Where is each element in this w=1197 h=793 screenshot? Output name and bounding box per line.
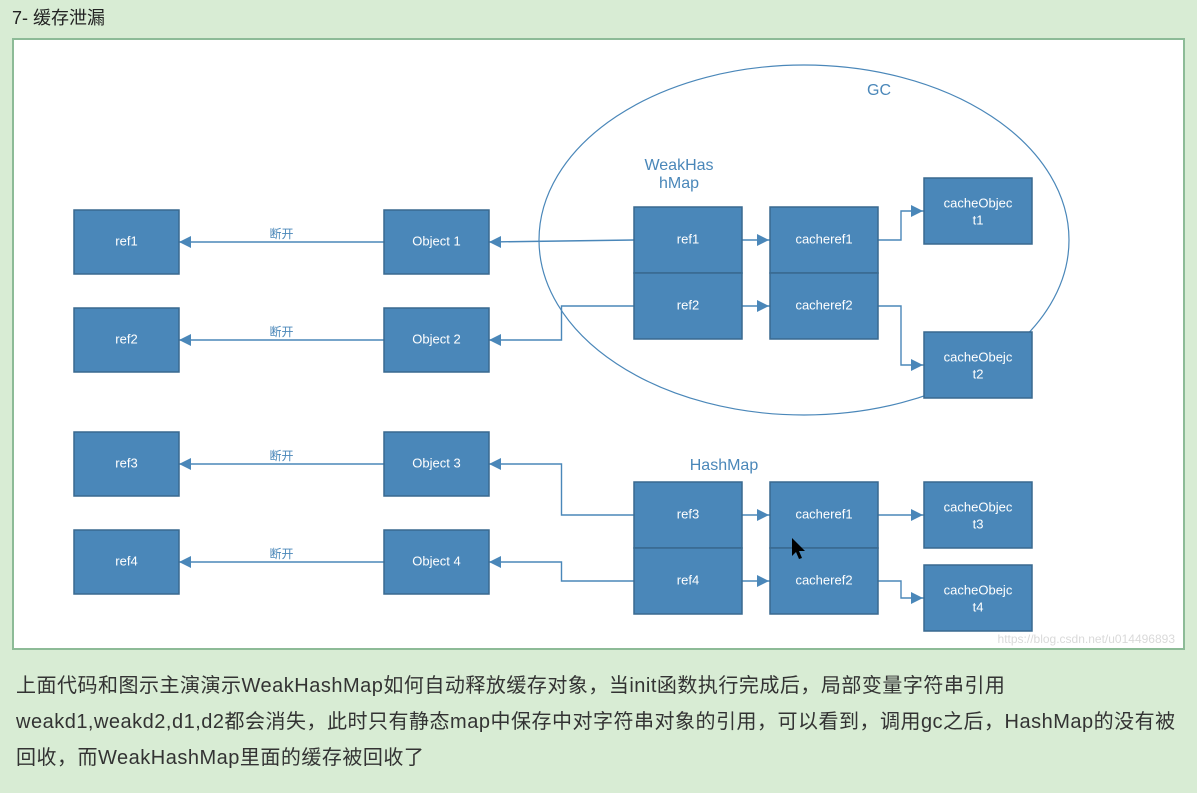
weakhashmap-title: WeakHas: [644, 157, 713, 174]
node-label: cacheObjec: [944, 499, 1013, 514]
explanation-text: 上面代码和图示主演演示WeakHashMap如何自动释放缓存对象，当init函数…: [0, 668, 1197, 792]
node-label: t2: [973, 366, 984, 381]
node-label: cacheObejc: [944, 349, 1013, 364]
node-label: ref3: [115, 455, 137, 470]
weakhashmap-title-line2: hMap: [659, 175, 699, 192]
node-label: cacheref1: [795, 231, 852, 246]
node-label: t1: [973, 212, 984, 227]
gc-label: GC: [867, 82, 891, 99]
node-label: Object 2: [412, 331, 460, 346]
diagram-svg: GCWeakHashMapHashMap断开断开断开断开ref1ref2ref3…: [14, 40, 1184, 648]
edge-label: 断开: [269, 546, 293, 561]
node-cobj1: [924, 178, 1032, 244]
node-label: cacheref2: [795, 572, 852, 587]
node-label: ref2: [677, 297, 699, 312]
node-label: ref3: [677, 506, 699, 521]
node-label: cacheObjec: [944, 195, 1013, 210]
diagram-canvas: GCWeakHashMapHashMap断开断开断开断开ref1ref2ref3…: [12, 38, 1185, 650]
node-label: cacheref2: [795, 297, 852, 312]
node-label: Object 4: [412, 553, 460, 568]
hashmap-title: HashMap: [690, 457, 759, 474]
node-label: cacheObejc: [944, 582, 1013, 597]
node-cobj2: [924, 332, 1032, 398]
node-label: ref1: [115, 233, 137, 248]
node-label: ref2: [115, 331, 137, 346]
node-label: ref4: [677, 572, 699, 587]
edge-label: 断开: [269, 324, 293, 339]
node-label: ref4: [115, 553, 137, 568]
node-label: Object 1: [412, 233, 460, 248]
node-cobj4: [924, 565, 1032, 631]
node-label: cacheref1: [795, 506, 852, 521]
edge-label: 断开: [269, 226, 293, 241]
node-label: t3: [973, 516, 984, 531]
node-label: Object 3: [412, 455, 460, 470]
page-title: 7- 缓存泄漏: [0, 0, 1197, 34]
node-cobj3: [924, 482, 1032, 548]
node-label: t4: [973, 599, 984, 614]
node-label: ref1: [677, 231, 699, 246]
edge-label: 断开: [269, 448, 293, 463]
